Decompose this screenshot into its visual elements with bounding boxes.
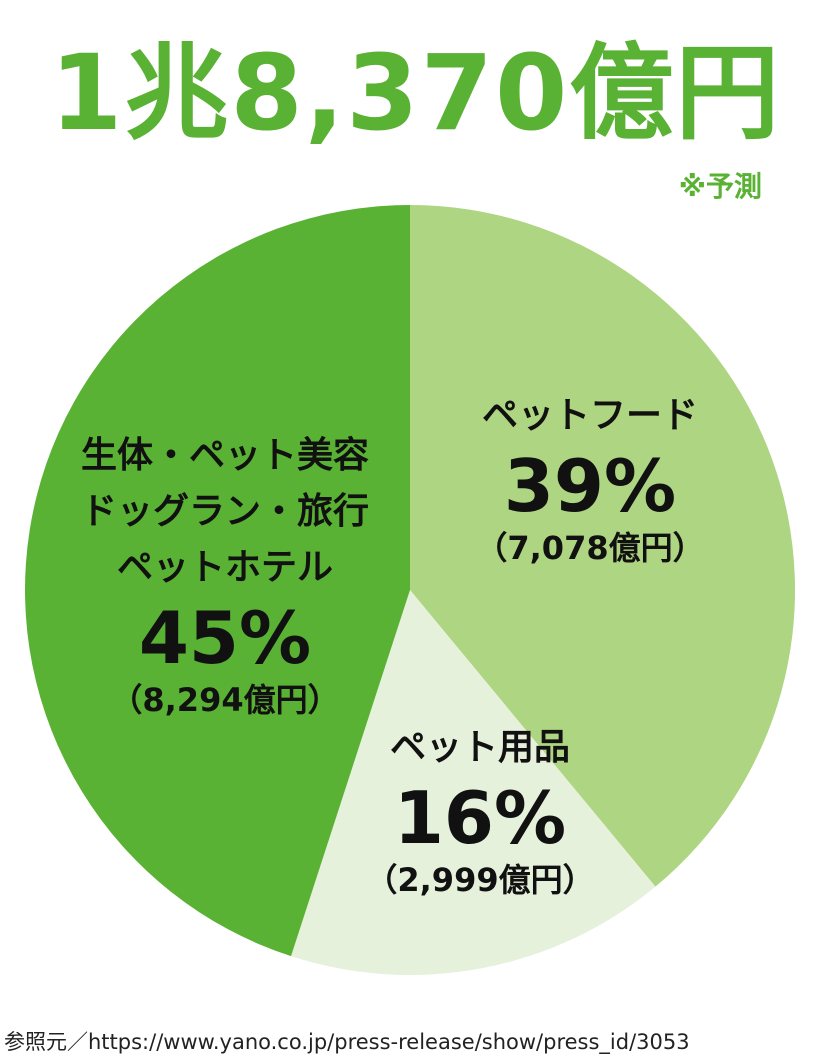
value-label: 45% — [138, 596, 312, 680]
value-label: 16% — [393, 776, 567, 860]
amount-label: （7,078億円） — [475, 529, 705, 567]
value-label: 39% — [503, 444, 677, 528]
chart-title: 1兆8,370億円 — [50, 32, 782, 154]
slice-label: ペットフード — [481, 395, 699, 436]
source: 参照元／https://www.yano.co.jp/press-release… — [4, 1030, 690, 1054]
note: ※予測 — [678, 170, 762, 203]
slice-label: 生体・ペット美容 ドッグラン・旅行 ペットホテル — [80, 435, 370, 588]
pie-slice — [291, 590, 656, 975]
amount-label: （2,999億円） — [365, 861, 595, 899]
pie-slice — [410, 205, 795, 887]
slice-label: ペット用品 — [389, 727, 571, 768]
amount-label: （8,294億円） — [110, 681, 340, 719]
pie-slice — [25, 205, 410, 957]
